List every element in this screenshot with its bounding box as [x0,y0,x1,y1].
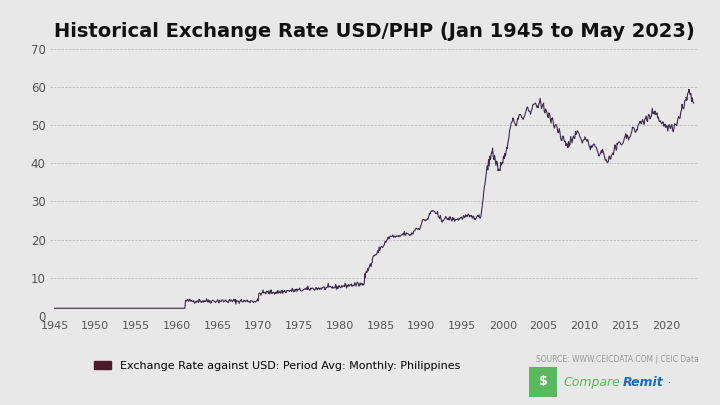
Text: Compare: Compare [563,376,620,389]
Text: SOURCE: WWW.CEICDATA.COM | CEIC Data: SOURCE: WWW.CEICDATA.COM | CEIC Data [536,356,698,364]
Text: ·: · [668,378,671,388]
Text: Remit: Remit [623,376,664,389]
Legend: Exchange Rate against USD: Period Avg: Monthly: Philippines: Exchange Rate against USD: Period Avg: M… [90,356,464,375]
Title: Historical Exchange Rate USD/PHP (Jan 1945 to May 2023): Historical Exchange Rate USD/PHP (Jan 19… [54,23,695,41]
Text: $: $ [539,375,547,388]
